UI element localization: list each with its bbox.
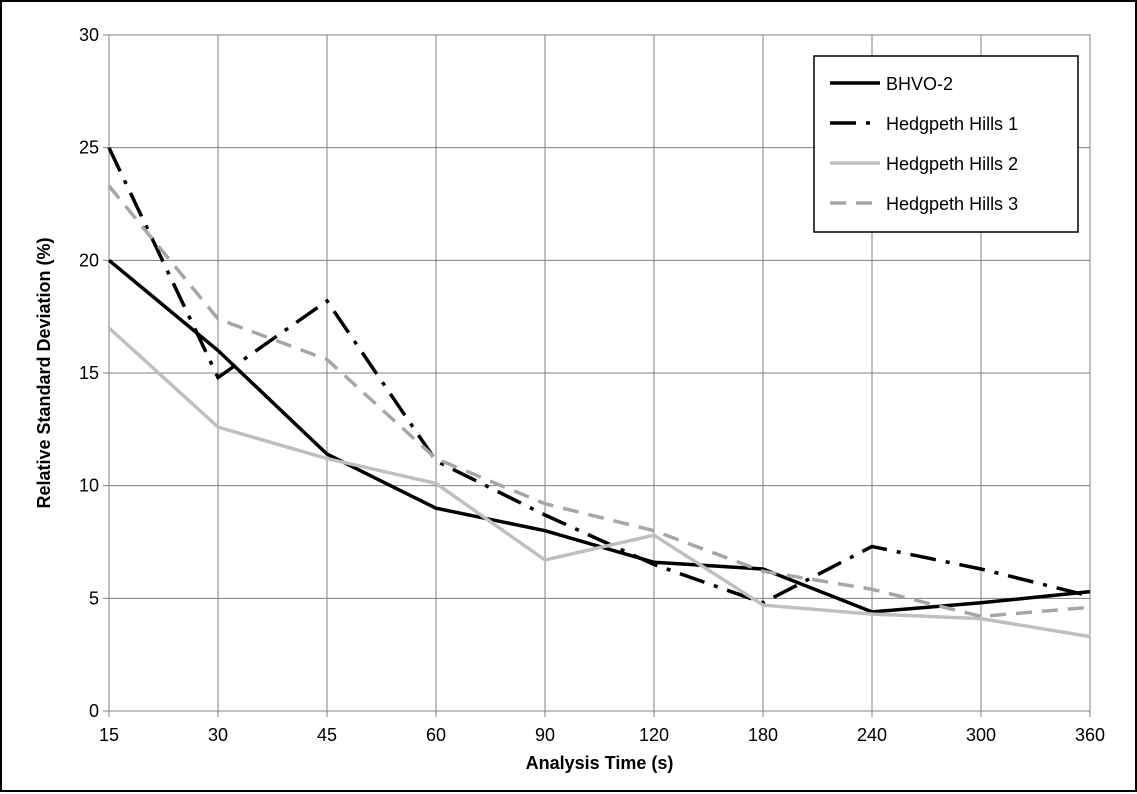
series-line-1 — [107, 258, 1091, 614]
y-tick-label: 30 — [79, 25, 99, 45]
x-tick-label: 90 — [535, 725, 555, 745]
x-tick-label: 300 — [966, 725, 996, 745]
legend-label: BHVO-2 — [886, 74, 953, 94]
x-tick-label: 180 — [748, 725, 778, 745]
series-line-2 — [107, 146, 1091, 605]
y-tick-label: 5 — [89, 588, 99, 608]
x-tick-label: 30 — [208, 725, 228, 745]
x-tick-label: 120 — [639, 725, 669, 745]
y-tick-label: 20 — [79, 250, 99, 270]
x-tick-label: 360 — [1075, 725, 1105, 745]
series-line-4 — [107, 184, 1091, 619]
legend-label: Hedgpeth Hills 3 — [886, 194, 1018, 214]
grid-layer — [108, 34, 1091, 712]
legend-label: Hedgpeth Hills 2 — [886, 154, 1018, 174]
legend-label: Hedgpeth Hills 1 — [886, 114, 1018, 134]
x-tick-label: 240 — [857, 725, 887, 745]
y-tick-label: 0 — [89, 701, 99, 721]
legend: BHVO-2 Hedgpeth Hills 1 Hedgpeth Hills 2 He… — [813, 55, 1079, 233]
x-axis-ticks: 15 30 45 60 90 120 180 240 300 360 — [99, 711, 1105, 745]
x-tick-label: 60 — [426, 725, 446, 745]
x-tick-label: 45 — [317, 725, 337, 745]
series-layer — [107, 146, 1091, 639]
x-tick-label: 15 — [99, 725, 119, 745]
y-axis-title: Relative Standard Deviation (%) — [34, 237, 54, 508]
y-tick-label: 25 — [79, 138, 99, 158]
series-line-3 — [107, 326, 1091, 639]
y-axis-ticks: 0 5 10 15 20 25 30 — [79, 25, 109, 721]
y-tick-label: 15 — [79, 363, 99, 383]
x-axis-title: Analysis Time (s) — [526, 753, 674, 773]
y-tick-label: 10 — [79, 476, 99, 496]
